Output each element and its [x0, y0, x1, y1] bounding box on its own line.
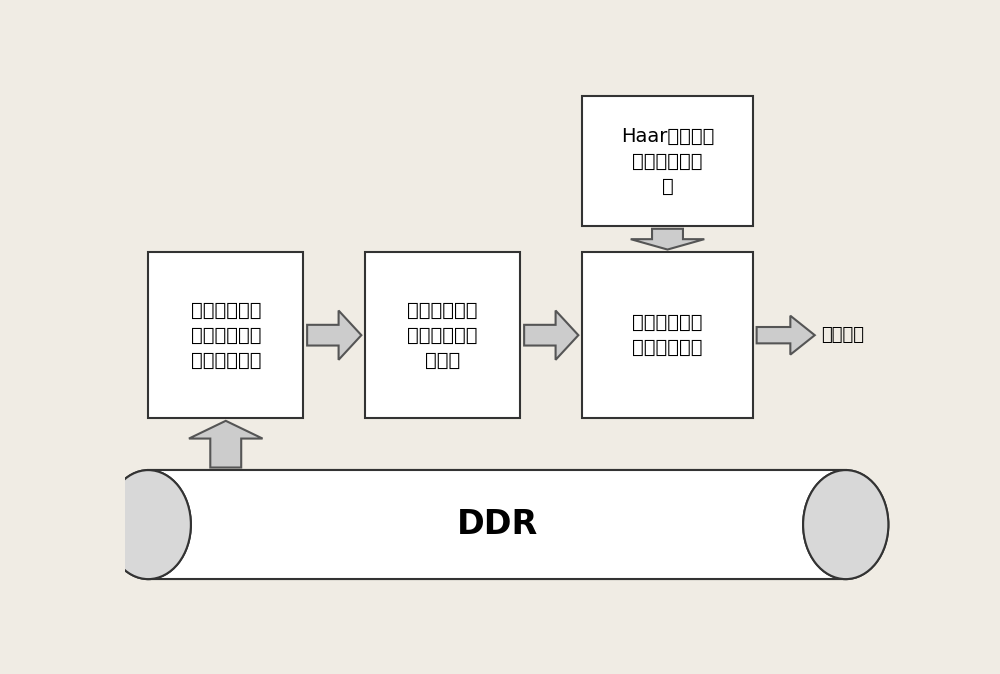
Ellipse shape: [803, 470, 888, 579]
Bar: [148, 252, 303, 418]
Text: DDR: DDR: [456, 508, 538, 541]
Ellipse shape: [106, 470, 191, 579]
Bar: [365, 252, 520, 418]
Text: 待检图像积分
图按列读取与
加载控制单元: 待检图像积分 图按列读取与 加载控制单元: [190, 301, 261, 369]
Bar: [582, 252, 753, 418]
Bar: [582, 96, 753, 226]
Polygon shape: [757, 315, 815, 355]
Polygon shape: [189, 421, 263, 468]
Text: 积分图处理与
人脸检测单元: 积分图处理与 人脸检测单元: [632, 313, 703, 357]
Ellipse shape: [803, 470, 888, 579]
Polygon shape: [524, 311, 578, 360]
Bar: [148, 470, 846, 579]
Text: 人脸信息: 人脸信息: [821, 326, 864, 344]
Text: Haar特征参数
编码与存储单
元: Haar特征参数 编码与存储单 元: [621, 127, 714, 196]
Bar: [148, 470, 846, 579]
Polygon shape: [631, 228, 704, 249]
Ellipse shape: [106, 470, 191, 579]
Polygon shape: [307, 311, 361, 360]
Text: 级联强分类器
积分图数据存
储单元: 级联强分类器 积分图数据存 储单元: [408, 301, 478, 369]
